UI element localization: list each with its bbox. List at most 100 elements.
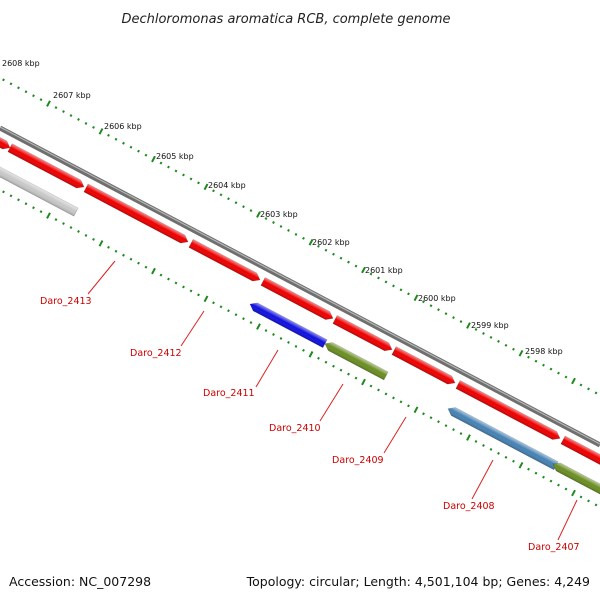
kbp-labels: 2608 kbp 2607 kbp 2606 kbp 2605 kbp 2604 kbp…	[2, 59, 563, 356]
map-title: Dechloromonas aromatica RCB, complete ge…	[121, 12, 450, 27]
inner-minor-tick	[512, 459, 515, 463]
kbp-major-tick	[466, 322, 471, 329]
kbp-minor-tick	[369, 272, 373, 276]
gene-label[interactable]: Daro_2411	[203, 388, 255, 399]
kbp-minor-tick	[197, 181, 200, 185]
kbp-tick-label: 2600 kbp	[418, 294, 456, 303]
inner-minor-tick	[497, 451, 500, 455]
kbp-minor-tick	[212, 189, 215, 193]
inner-minor-tick	[212, 301, 215, 305]
inner-minor-tick	[369, 384, 373, 388]
gene-label[interactable]: Daro_2412	[130, 348, 182, 359]
kbp-minor-tick	[497, 339, 500, 343]
inner-minor-tick	[272, 333, 275, 336]
inner-minor-tick	[459, 432, 463, 436]
inner-minor-tick	[242, 317, 245, 321]
inner-major-tick	[466, 434, 471, 441]
inner-minor-tick	[302, 348, 305, 352]
kbp-major-tick	[413, 294, 419, 302]
gene-label[interactable]: Daro_2410	[269, 423, 321, 434]
topology-label: Topology: circular; Length: 4,501,104 bp…	[246, 574, 590, 589]
inner-major-tick	[203, 295, 209, 303]
inner-minor-tick	[287, 340, 290, 344]
kbp-minor-tick	[234, 201, 238, 205]
kbp-major-tick	[571, 377, 576, 385]
inner-minor-tick	[144, 265, 148, 269]
gene-label[interactable]: Daro_2407	[528, 542, 580, 553]
kbp-tick-label: 2599 kbp	[471, 321, 509, 330]
kbp-tick-label: 2606 kbp	[104, 122, 142, 131]
forward-gene-2[interactable]	[83, 183, 190, 246]
kbp-minor-tick	[62, 110, 65, 113]
kbp-minor-tick	[392, 284, 395, 288]
kbp-minor-tick	[474, 328, 478, 331]
kbp-minor-tick	[422, 300, 425, 304]
forward-strand	[0, 122, 600, 467]
kbp-minor-tick	[77, 118, 80, 121]
reverse-gene-rev-2408[interactable]	[446, 405, 559, 471]
gene-label[interactable]: Daro_2408	[443, 501, 495, 512]
reverse-gene-rev-2410[interactable]	[323, 340, 389, 381]
kbp-minor-tick	[159, 161, 163, 165]
kbp-minor-tick	[2, 78, 5, 82]
kbp-major-tick	[203, 183, 209, 191]
inner-minor-tick	[227, 309, 230, 313]
kbp-major-tick	[151, 155, 156, 163]
kbp-major-tick	[308, 239, 314, 246]
kbp-minor-tick	[249, 209, 253, 213]
kbp-minor-tick	[317, 244, 320, 248]
kbp-minor-tick	[84, 121, 88, 125]
kbp-minor-tick	[219, 193, 223, 197]
inner-minor-tick	[84, 233, 88, 237]
kbp-minor-tick	[482, 332, 485, 335]
inner-minor-tick	[474, 440, 478, 443]
kbp-minor-tick	[489, 335, 493, 339]
inner-minor-tick	[189, 289, 193, 293]
gene-label[interactable]: Daro_2409	[332, 455, 384, 466]
inner-major-tick	[98, 240, 104, 247]
gene-leader-line	[180, 310, 205, 347]
kbp-minor-tick	[144, 153, 148, 157]
kbp-minor-tick	[437, 308, 440, 312]
gene-label[interactable]: Daro_2413	[40, 296, 92, 307]
kbp-tick-label: 2602 kbp	[312, 238, 350, 247]
forward-gene-6[interactable]	[391, 346, 457, 387]
inner-minor-tick	[324, 360, 328, 364]
forward-gene-3[interactable]	[188, 239, 262, 283]
kbp-minor-tick	[542, 363, 545, 367]
kbp-minor-tick	[459, 320, 463, 324]
reverse-gene-rev-2407[interactable]	[551, 460, 600, 499]
kbp-tick-label: 2603 kbp	[260, 210, 298, 219]
inner-tick-track	[2, 190, 598, 507]
kbp-minor-tick	[174, 169, 178, 173]
kbp-minor-tick	[429, 304, 433, 308]
forward-gene-1[interactable]	[7, 143, 86, 191]
forward-gene-0[interactable]	[0, 122, 12, 152]
kbp-minor-tick	[272, 221, 275, 224]
inner-minor-tick	[354, 376, 358, 380]
inner-minor-tick	[422, 412, 425, 416]
kbp-tick-label: 2601 kbp	[365, 266, 403, 275]
inner-minor-tick	[579, 495, 583, 499]
inner-minor-tick	[77, 230, 80, 233]
gene-leader-line	[471, 459, 494, 500]
reverse-gene-rev-2411[interactable]	[248, 300, 328, 349]
kbp-minor-tick	[32, 94, 35, 98]
inner-minor-tick	[9, 194, 13, 198]
inner-minor-tick	[39, 210, 43, 214]
inner-minor-tick	[32, 206, 35, 210]
reverse-strand	[0, 157, 600, 499]
reverse-gene-rev-grey[interactable]	[0, 157, 79, 217]
kbp-minor-tick	[377, 276, 380, 280]
kbp-minor-tick	[594, 391, 598, 395]
forward-gene-7[interactable]	[455, 380, 562, 442]
forward-gene-4[interactable]	[260, 277, 335, 322]
inner-minor-tick	[137, 261, 140, 265]
forward-gene-5[interactable]	[332, 315, 394, 354]
inner-minor-tick	[384, 392, 388, 396]
inner-minor-tick	[279, 337, 283, 340]
gene-leader-line	[87, 260, 116, 295]
gene-labels: Daro_2413 Daro_2412 Daro_2411 Daro_2410 Daro…	[40, 260, 580, 553]
inner-minor-tick	[197, 293, 200, 297]
